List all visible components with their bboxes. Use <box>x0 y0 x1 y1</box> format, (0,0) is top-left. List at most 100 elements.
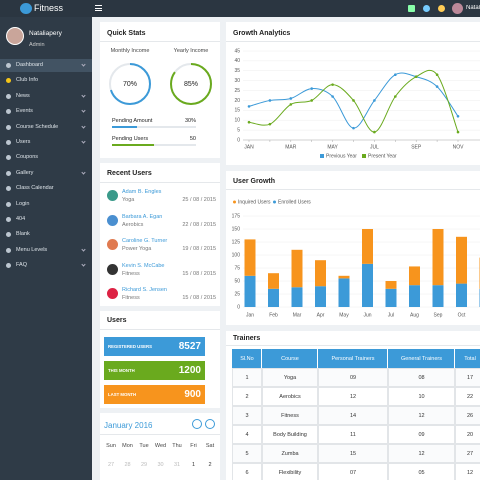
divider <box>226 189 480 190</box>
avatar <box>107 190 118 201</box>
user-name[interactable]: Kevin S. McCabe <box>122 262 165 269</box>
td <box>232 368 262 387</box>
menu-item[interactable]: Blank <box>16 231 30 238</box>
bar-segment <box>244 239 256 276</box>
bar-segment <box>244 275 256 307</box>
menu-item[interactable]: Club Info <box>16 77 39 84</box>
stat-bar <box>112 126 138 128</box>
notify-icon[interactable] <box>423 5 430 12</box>
day[interactable]: 2 <box>208 462 212 468</box>
td <box>455 425 480 444</box>
avatar <box>107 263 118 275</box>
user-name[interactable]: Adam B. Engles <box>122 189 162 195</box>
td-text: 27 <box>466 451 474 457</box>
legend-swatch <box>233 200 236 204</box>
x-tick-label: MAR <box>285 144 297 150</box>
menu-icon <box>6 63 11 68</box>
menu-item[interactable]: Gallery <box>16 169 34 176</box>
menu-icon <box>6 217 11 222</box>
menu-item[interactable]: FAQ <box>16 262 28 269</box>
menu-icon <box>6 232 11 238</box>
menu-item[interactable]: News <box>16 92 30 99</box>
y-tick-label: 45 <box>234 48 240 54</box>
bar-segment <box>456 236 467 284</box>
day[interactable]: 31 <box>173 462 181 468</box>
weekday: Sat <box>205 443 215 449</box>
th <box>318 349 388 368</box>
weekday: Fri <box>190 443 197 449</box>
td-text: 12 <box>418 413 425 419</box>
notify-icon[interactable] <box>438 5 445 12</box>
day[interactable]: 30 <box>157 462 164 468</box>
divider <box>100 434 220 435</box>
menu-icon <box>6 201 11 207</box>
menu-icon <box>6 124 11 130</box>
user-date: 22 / 08 / 2015 <box>182 221 216 228</box>
point <box>310 99 314 102</box>
user-name[interactable]: Caroline G. Turner <box>122 238 168 244</box>
y-tick-label: 25 <box>234 291 240 297</box>
stat-label: Pending Users <box>112 136 149 142</box>
menu-item[interactable]: Events <box>16 108 33 115</box>
legend-label: Present Year <box>368 153 397 159</box>
menu-icon <box>6 78 11 84</box>
menu-item[interactable]: Login <box>16 200 30 207</box>
bar-segment <box>362 263 373 307</box>
td-text: 5 <box>245 451 249 457</box>
panel-title: Quick Stats <box>107 30 146 37</box>
td <box>232 406 262 425</box>
user-name[interactable]: Richard S. Jensen <box>122 287 167 293</box>
td-text: 11 <box>350 432 356 438</box>
td <box>388 463 455 480</box>
td <box>455 463 480 480</box>
y-tick-label: 0 <box>237 137 240 143</box>
topbar <box>0 0 480 17</box>
point <box>310 87 314 90</box>
user-avatar[interactable] <box>452 3 463 14</box>
td <box>318 463 388 480</box>
weekday: Tue <box>139 443 149 449</box>
th-text: Course <box>281 356 299 362</box>
bar-segment <box>338 278 350 307</box>
day[interactable]: 27 <box>107 462 115 468</box>
day[interactable]: 28 <box>124 462 131 468</box>
weekday: Wed <box>154 443 167 449</box>
y-tick-label: 30 <box>234 78 240 84</box>
th-text: Total <box>464 356 476 362</box>
notify-icon[interactable] <box>408 5 415 12</box>
menu-item[interactable]: Users <box>16 139 31 145</box>
y-tick-label: 100 <box>232 252 241 258</box>
cal-next[interactable] <box>205 419 215 429</box>
day[interactable]: 1 <box>191 462 196 468</box>
day[interactable]: 29 <box>140 462 148 468</box>
stat-label: Pending Amount <box>112 118 153 124</box>
point <box>456 114 460 118</box>
user-name[interactable]: Barbara A. Egan <box>122 213 163 220</box>
menu-item[interactable]: Dashboard <box>16 62 43 68</box>
bar-segment <box>409 285 420 307</box>
ring-value: 70% <box>123 81 137 88</box>
topbar-user[interactable]: Natalia <box>466 5 480 11</box>
user-course: Aerobics <box>122 221 144 228</box>
point <box>352 99 355 102</box>
td <box>455 406 480 425</box>
bar-segment <box>315 286 326 307</box>
menu-item[interactable]: Class Calendar <box>16 185 54 192</box>
menu-item[interactable]: Menu Levels <box>16 246 48 253</box>
menu-item[interactable]: Coupons <box>16 154 39 161</box>
menu-item[interactable]: 404 <box>16 216 26 222</box>
menu-toggle[interactable] <box>95 5 102 11</box>
panel-title: Trainers <box>233 335 261 342</box>
td <box>318 368 388 387</box>
avatar <box>107 214 118 226</box>
td <box>262 368 318 387</box>
td-text: 22 <box>466 394 474 400</box>
x-tick-label: Apr <box>317 312 325 318</box>
td-text: 2 <box>245 394 249 400</box>
y-tick-label: 40 <box>234 58 240 64</box>
point <box>435 85 439 88</box>
menu-item[interactable]: Course Schedule <box>16 123 59 130</box>
cal-prev[interactable] <box>192 419 202 429</box>
ring-label: Yearly Income <box>173 48 209 54</box>
